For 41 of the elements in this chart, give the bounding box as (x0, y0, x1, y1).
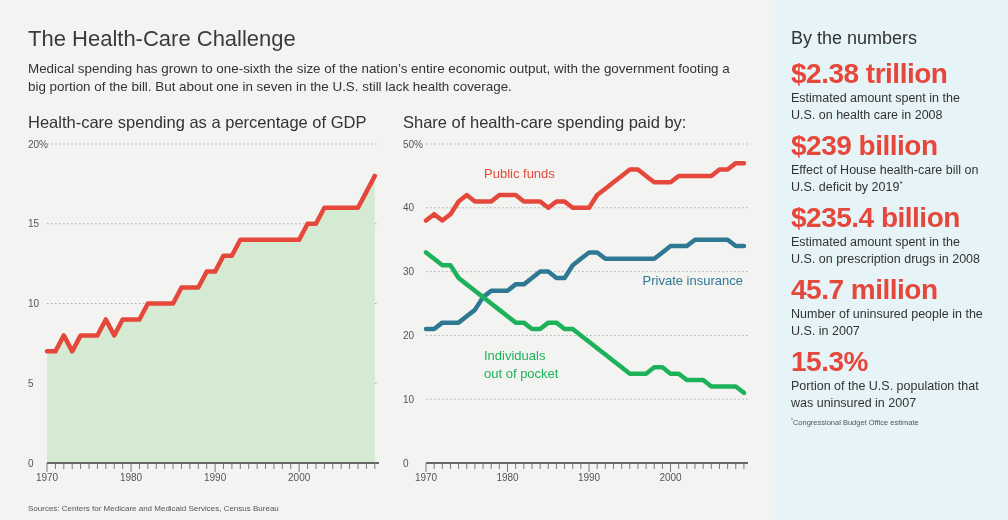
text: By the numbers (791, 28, 918, 49)
x-tick-label: 1970 (414, 472, 438, 483)
y-tick-label: 15 (28, 218, 40, 230)
y-tick-label: 30 (403, 266, 415, 278)
x-tick-label: 1970 (35, 472, 59, 483)
line-series (423, 237, 747, 332)
text: Number of uninsured people in the U.S. in 2007 (791, 306, 984, 340)
x-tick-label: 1990 (203, 472, 227, 483)
text: $235.4 billion (791, 202, 961, 234)
y-tick-label: 0 (28, 457, 34, 469)
line-series (423, 160, 747, 223)
x-tick-label: 2000 (659, 472, 683, 483)
y-tick-label: 20% (28, 138, 49, 150)
source-note: Sources: Centers for Medicare and Medicaid Services, Census Bureau (28, 504, 279, 513)
y-tick-label: 20 (403, 329, 415, 341)
text: $239 billion (791, 130, 939, 162)
y-tick-label: 0 (403, 457, 409, 469)
text: Portion of the U.S. population that was uninsured in 2007 (791, 378, 980, 412)
series-label: Individuals out of pocket (484, 348, 559, 381)
y-tick-label: 50% (403, 138, 424, 150)
text: 15.3% (791, 346, 869, 378)
series-label: Public funds (484, 166, 556, 181)
y-tick-label: 10 (403, 393, 415, 405)
text: Effect of House health-care bill on U.S. deficit by 2019$^{*}$ (791, 162, 980, 196)
series-label: Private insurance (642, 273, 743, 288)
text: The Health-Care Challenge (28, 26, 296, 52)
y-tick-label: 10 (28, 298, 40, 309)
x-tick-label: 1990 (577, 472, 601, 483)
text: 45.7 million (791, 274, 939, 306)
text: Estimated amount spent in the U.S. on health care in 2008 (791, 90, 961, 124)
x-tick-label: 1980 (119, 472, 143, 483)
text: Medical spending has grown to one-sixth the size of the nation’s entire economic output, with the government footing a big portion of the bill. But about one in seven in the U.S. still lack health coverage. (28, 60, 731, 96)
x-tick-label: 1980 (496, 472, 520, 483)
x-tick-label: 2000 (288, 472, 311, 483)
text: $2.38 trillion (791, 58, 949, 90)
chart-title: Share of health-care spending paid by: (403, 113, 687, 131)
text: Estimated amount spent in the U.S. on prescription drugs in 2008 (791, 234, 981, 268)
y-tick-label: 5 (28, 377, 34, 389)
line-series (423, 250, 747, 396)
chart-title: Health-care spending as a percentage of GDP (28, 113, 367, 131)
y-tick-label: 40 (403, 202, 415, 214)
